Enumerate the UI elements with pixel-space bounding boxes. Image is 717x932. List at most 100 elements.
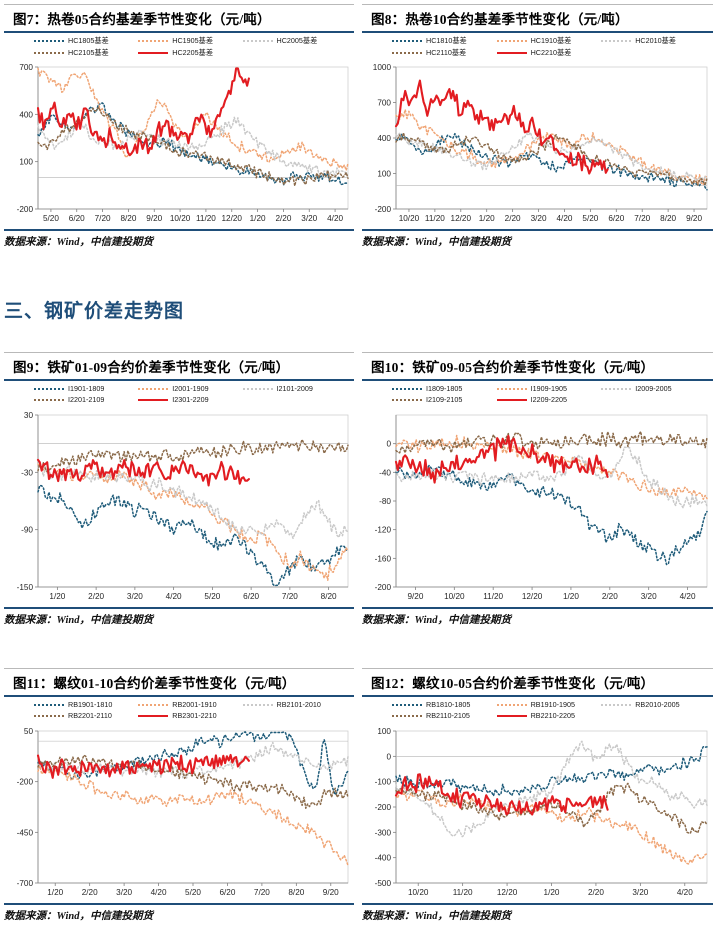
svg-text:-40: -40 <box>379 468 391 477</box>
figure-body-fig8: HC1810基差 HC1910基差 HC2010基差 HC2110基差 HC2210基差… <box>362 33 713 229</box>
series-line-RB2301-2210 <box>36 753 250 779</box>
svg-text:6/20: 6/20 <box>608 214 624 223</box>
chart-fig7[interactable]: -200 100 400 700 5/20 6/20 7/20 8/20 9/20 10/20 11… <box>4 33 354 229</box>
svg-text:-80: -80 <box>379 497 391 506</box>
svg-text:3/20: 3/20 <box>641 592 657 601</box>
figure-source-fig7: 数据来源：Wind，中信建投期货 <box>4 229 354 249</box>
series-line-RB1901-1810 <box>37 731 349 796</box>
svg-text:11/20: 11/20 <box>425 214 445 223</box>
series-line-HC2005基差 <box>37 116 349 178</box>
svg-text:10/20: 10/20 <box>399 214 420 223</box>
figure-title-fig7: 图7：热卷05合约基差季节性变化（元/吨） <box>4 4 354 33</box>
svg-text:-400: -400 <box>375 854 392 863</box>
figure-panel-fig9: 图9：铁矿01-09合约价差季节性变化（元/吨） I1901-1809 I2001… <box>4 352 354 632</box>
svg-text:9/20: 9/20 <box>686 214 702 223</box>
svg-text:3/20: 3/20 <box>127 592 143 601</box>
svg-text:4/20: 4/20 <box>327 214 343 223</box>
svg-text:-90: -90 <box>21 526 33 535</box>
svg-text:6/20: 6/20 <box>219 888 235 897</box>
svg-text:-100: -100 <box>375 778 392 787</box>
svg-text:2/20: 2/20 <box>88 592 104 601</box>
series-line-HC1805基差 <box>37 102 349 186</box>
figure-title-fig8: 图8：热卷10合约基差季节性变化（元/吨） <box>362 4 713 33</box>
svg-text:-200: -200 <box>17 205 34 214</box>
svg-text:0: 0 <box>386 752 391 761</box>
svg-text:9/20: 9/20 <box>146 214 162 223</box>
chart-fig10[interactable]: -200 -160 -120 -80 -40 0 9/20 10/20 11/20 12/20 1/… <box>362 381 713 607</box>
svg-text:6/20: 6/20 <box>69 214 85 223</box>
svg-text:0: 0 <box>386 440 391 449</box>
svg-text:1000: 1000 <box>373 63 392 72</box>
svg-text:4/20: 4/20 <box>680 592 696 601</box>
series-line-I2301-2209 <box>36 458 250 487</box>
svg-text:-30: -30 <box>21 468 33 477</box>
figure-source-fig12: 数据来源：Wind，中信建投期货 <box>362 903 713 923</box>
series-line-RB1810-1805 <box>395 745 708 797</box>
svg-text:-450: -450 <box>17 828 34 837</box>
svg-text:100: 100 <box>377 727 391 736</box>
svg-text:1/20: 1/20 <box>49 592 65 601</box>
svg-text:5/20: 5/20 <box>204 592 220 601</box>
svg-text:7/20: 7/20 <box>634 214 650 223</box>
figure-title-fig11: 图11：螺纹01-10合约价差季节性变化（元/吨） <box>4 668 354 697</box>
series-line-I2009-2005 <box>395 446 708 509</box>
svg-text:12/20: 12/20 <box>451 214 472 223</box>
svg-text:700: 700 <box>19 63 33 72</box>
chart-svg: -200 -160 -120 -80 -40 0 9/20 10/20 11/20 12/20 1/… <box>375 414 708 601</box>
svg-text:11/20: 11/20 <box>483 592 503 601</box>
figure-source-fig11: 数据来源：Wind，中信建投期货 <box>4 903 354 923</box>
svg-text:7/20: 7/20 <box>95 214 111 223</box>
svg-text:5/20: 5/20 <box>582 214 598 223</box>
series-line-HC2205基差 <box>36 67 250 157</box>
series-line-HC2105基差 <box>37 106 349 187</box>
section-heading-steel-ore-spread: 三、钢矿价差走势图 <box>4 301 185 322</box>
chart-svg: -150 -90 -30 30 1/20 2/20 3/20 4/20 5/20 6/20 7/20… <box>17 411 349 601</box>
svg-text:10/20: 10/20 <box>170 214 191 223</box>
chart-svg: -200 100 400 700 5/20 6/20 7/20 8/20 9/20 10/20 11… <box>17 63 349 223</box>
svg-text:1/20: 1/20 <box>47 888 63 897</box>
figure-body-fig12: RB1810-1805 RB1910-1905 RB2010-2005 RB2110-… <box>362 697 713 903</box>
figure-title-fig9: 图9：铁矿01-09合约价差季节性变化（元/吨） <box>4 352 354 381</box>
figure-body-fig11: RB1901-1810 RB2001-1910 RB2101-2010 RB2201-… <box>4 697 354 903</box>
figure-source-fig9: 数据来源：Wind，中信建投期货 <box>4 607 354 627</box>
svg-text:8/20: 8/20 <box>321 592 337 601</box>
svg-text:-150: -150 <box>17 583 34 592</box>
svg-text:-500: -500 <box>375 879 392 888</box>
svg-text:10/20: 10/20 <box>408 888 429 897</box>
chart-fig8[interactable]: -200 100 400 700 1000 10/20 11/20 12/20 1/20 2/20… <box>362 33 713 229</box>
series-line-RB2210-2205 <box>394 773 609 816</box>
svg-text:1/20: 1/20 <box>544 888 560 897</box>
svg-text:2/20: 2/20 <box>275 214 291 223</box>
series-line-I2209-2205 <box>394 434 609 484</box>
figure-panel-fig10: 图10：铁矿09-05合约价差季节性变化（元/吨） I1809-1805 I190… <box>362 352 713 632</box>
figure-panel-fig11: 图11：螺纹01-10合约价差季节性变化（元/吨） RB1901-1810 RB2… <box>4 668 354 928</box>
figure-panel-fig12: 图12：螺纹10-05合约价差季节性变化（元/吨） RB1810-1805 RB1… <box>362 668 713 928</box>
svg-text:400: 400 <box>377 134 391 143</box>
figure-panel-fig8: 图8：热卷10合约基差季节性变化（元/吨） HC1810基差 HC1910基差 HC… <box>362 4 713 254</box>
svg-text:1/20: 1/20 <box>563 592 579 601</box>
chart-fig12[interactable]: -500 -400 -300 -200 -100 0 100 10/20 11/20 12/20 1… <box>362 697 713 903</box>
svg-text:3/20: 3/20 <box>116 888 132 897</box>
figure-source-fig10: 数据来源：Wind，中信建投期货 <box>362 607 713 627</box>
svg-text:-200: -200 <box>375 205 392 214</box>
svg-text:12/20: 12/20 <box>522 592 543 601</box>
chart-svg: -700 -450 -200 50 1/20 2/20 3/20 4/20 5/20 6/20 7/… <box>17 727 349 897</box>
svg-text:400: 400 <box>19 110 33 119</box>
figure-title-fig10: 图10：铁矿09-05合约价差季节性变化（元/吨） <box>362 352 713 381</box>
chart-svg: -500 -400 -300 -200 -100 0 100 10/20 11/20 12/20 1… <box>375 727 708 897</box>
chart-fig9[interactable]: -150 -90 -30 30 1/20 2/20 3/20 4/20 5/20 6/20 7/20… <box>4 381 354 607</box>
svg-text:3/20: 3/20 <box>531 214 547 223</box>
chart-fig11[interactable]: -700 -450 -200 50 1/20 2/20 3/20 4/20 5/20 6/20 7/… <box>4 697 354 903</box>
svg-text:3/20: 3/20 <box>632 888 648 897</box>
svg-text:8/20: 8/20 <box>120 214 136 223</box>
svg-text:2/20: 2/20 <box>588 888 604 897</box>
series-line-HC2110基差 <box>395 132 708 186</box>
svg-text:-200: -200 <box>375 583 392 592</box>
chart-svg: -200 100 400 700 1000 10/20 11/20 12/20 1/20 2/20… <box>373 63 708 223</box>
svg-text:1/20: 1/20 <box>250 214 266 223</box>
svg-text:-700: -700 <box>17 879 34 888</box>
svg-text:8/20: 8/20 <box>288 888 304 897</box>
figure-source-fig8: 数据来源：Wind，中信建投期货 <box>362 229 713 249</box>
series-line-RB2010-2005 <box>395 740 708 838</box>
svg-text:-200: -200 <box>17 778 34 787</box>
